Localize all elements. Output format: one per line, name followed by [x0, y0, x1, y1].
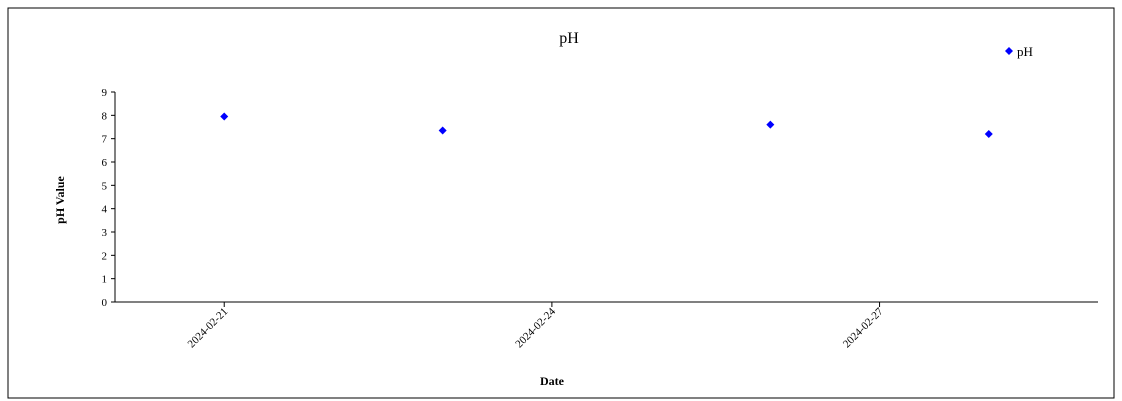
y-tick-label: 2 [102, 250, 108, 262]
legend-marker [1005, 47, 1013, 55]
y-tick-label: 9 [102, 87, 108, 99]
y-tick-label: 0 [102, 297, 108, 309]
y-tick-label: 8 [102, 110, 108, 122]
y-tick-label: 1 [102, 274, 108, 286]
data-point [220, 112, 229, 121]
legend-label: pH [1017, 44, 1033, 59]
chart-title: pH [559, 30, 579, 47]
y-tick-label: 6 [102, 157, 108, 169]
y-tick-label: 7 [102, 134, 108, 146]
x-axis-title: Date [540, 374, 565, 388]
data-point [984, 130, 993, 138]
y-tick-label: 4 [102, 204, 108, 216]
y-tick-label: 5 [102, 180, 108, 192]
y-tick-label: 3 [102, 227, 108, 239]
legend: pH [1005, 44, 1033, 59]
chart-area-border [7, 7, 1115, 399]
data-point [438, 126, 447, 135]
data-point [766, 120, 775, 129]
y-axis-title: pH Value [53, 175, 67, 223]
